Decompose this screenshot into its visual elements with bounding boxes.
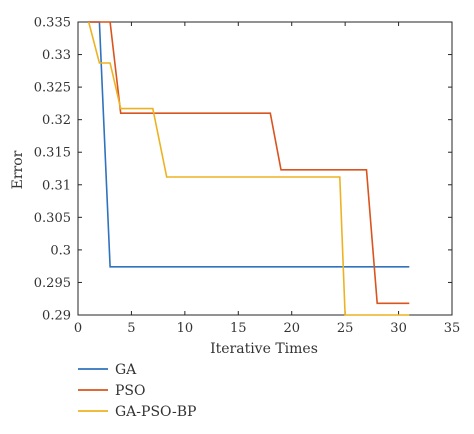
- x-tick-label: 25: [337, 321, 354, 336]
- x-tick-label: 20: [283, 321, 300, 336]
- y-tick-label: 0.33: [42, 48, 71, 63]
- x-tick-label: 30: [390, 321, 407, 336]
- legend: GA PSO GA-PSO-BP: [78, 362, 196, 420]
- plot-area: [77, 21, 453, 316]
- y-tick-label: 0.315: [34, 146, 71, 161]
- series-line-ga: [88, 21, 410, 268]
- x-tick-label: 0: [74, 321, 82, 336]
- plot-frame: [77, 21, 453, 316]
- legend-label: GA-PSO-BP: [115, 404, 196, 420]
- series-line-pso: [88, 21, 410, 305]
- y-tick-label: 0.305: [34, 211, 71, 226]
- y-tick-label: 0.32: [42, 113, 71, 128]
- x-axis: 0 5 10 15 20 25 30 35: [74, 22, 460, 336]
- series-lines: [87, 21, 410, 316]
- y-tick-label: 0.29: [42, 309, 71, 324]
- x-tick-label: 15: [230, 321, 247, 336]
- y-tick-label: 0.295: [34, 276, 71, 291]
- series-line-ga-pso-bp: [87, 21, 410, 316]
- y-tick-label: 0.31: [42, 178, 71, 193]
- y-axis-title: Error: [10, 150, 26, 189]
- y-tick-label: 0.3: [50, 243, 71, 258]
- legend-label: PSO: [115, 383, 146, 399]
- x-tick-label: 35: [444, 321, 461, 336]
- y-axis: 0.29 0.295 0.3 0.305 0.31 0.315 0.32 0.325 0.33 0…: [34, 16, 452, 324]
- x-axis-title: Iterative Times: [210, 341, 318, 357]
- x-tick-label: 5: [127, 321, 135, 336]
- y-tick-label: 0.335: [34, 16, 71, 31]
- y-tick-label: 0.325: [34, 81, 71, 96]
- x-tick-label: 10: [177, 321, 194, 336]
- legend-label: GA: [115, 362, 137, 378]
